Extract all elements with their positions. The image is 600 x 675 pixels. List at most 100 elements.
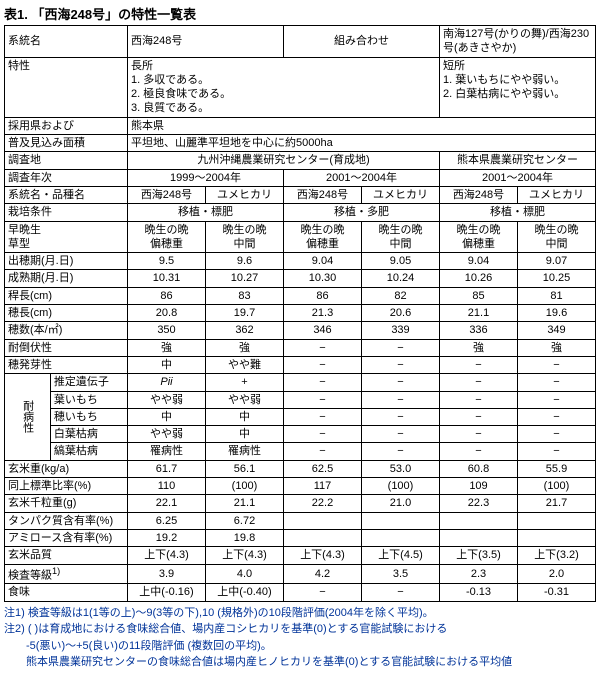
r-hoszu-d: 339 [362,322,440,339]
r-haimochi-a: やや弱 [128,391,206,408]
r-hocho-d: 20.6 [362,305,440,322]
h-genmai: 玄米重(kg/a) [5,460,128,477]
r-seijuku-c: 10.30 [284,270,362,287]
h-saiyo: 採用県および [5,117,128,134]
r-tanpaku-b: 6.72 [206,512,284,529]
r-kancho-f: 81 [518,287,596,304]
h-doujo: 同上標準比率(%) [5,478,128,495]
r-senryu-c: 22.2 [284,495,362,512]
r-hinshitsu-f: 上下(3.2) [518,547,596,564]
h-senryu: 玄米千粒重(g) [5,495,128,512]
v-joken-a: 移植・標肥 [128,204,284,221]
r-haimochi-d: − [362,391,440,408]
r-doujo-a: 110 [128,478,206,495]
r-hakuyou-e: − [440,426,518,443]
h-shokumi: 食味 [5,584,128,601]
r-genmai-f: 55.9 [518,460,596,477]
r-shokumi-f: -0.31 [518,584,596,601]
r-idenshi-d: − [362,374,440,391]
h-tokusei: 特性 [5,57,128,117]
h-kumiawase: 組み合わせ [284,26,440,58]
note-1: 注1) 検査等級は1(1等の上)～9(3等の下),10 (規格外)の10段階評価… [4,605,596,622]
chousho-1: 1. 多収である。 [131,73,436,87]
r-shussui-a: 9.5 [128,253,206,270]
r-hoszu-f: 349 [518,322,596,339]
r-senryu-d: 21.0 [362,495,440,512]
h-hakuyou: 白葉枯病 [50,426,127,443]
r-shimayake-e: − [440,443,518,460]
r-hohatsu-e: − [440,356,518,373]
r-kensa-c: 4.2 [284,564,362,584]
r-amylose-a: 19.2 [128,529,206,546]
tansho-2: 2. 白葉枯病にやや弱い。 [443,87,592,101]
r-hocho-a: 20.8 [128,305,206,322]
r-hakuyou-d: − [362,426,440,443]
r-doujo-e: 109 [440,478,518,495]
r-hohatsu-b: やや難 [206,356,284,373]
r-haimochi-e: − [440,391,518,408]
h-haimochi: 葉いもち [50,391,127,408]
h-hohatsu: 穂発芽性 [5,356,128,373]
sobon-d: 晩生の晩中間 [362,221,440,253]
r-shimayake-d: − [362,443,440,460]
h-keitou: 系統名 [5,26,128,58]
r-hoszu-c: 346 [284,322,362,339]
r-hakuyou-a: やや弱 [128,426,206,443]
r-homochi-e: − [440,408,518,425]
h-shimayake: 縞葉枯病 [50,443,127,460]
r-hinshitsu-d: 上下(4.5) [362,547,440,564]
r-idenshi-c: − [284,374,362,391]
col-d: ユメヒカリ [362,186,440,203]
r-shussui-f: 9.07 [518,253,596,270]
r-doujo-f: (100) [518,478,596,495]
r-genmai-e: 60.8 [440,460,518,477]
r-kensa-b: 4.0 [206,564,284,584]
r-hoszu-b: 362 [206,322,284,339]
r-tanpaku-f [518,512,596,529]
v-nenji-b: 2001～2004年 [284,169,440,186]
h-taitou: 耐倒伏性 [5,339,128,356]
r-idenshi-f: − [518,374,596,391]
chousho-cell: 長所 1. 多収である。 2. 極良食味である。 3. 良質である。 [128,57,440,117]
r-hocho-c: 21.3 [284,305,362,322]
r-shussui-e: 9.04 [440,253,518,270]
r-shimayake-b: 罹病性 [206,443,284,460]
r-shussui-c: 9.04 [284,253,362,270]
col-c: 西海248号 [284,186,362,203]
r-kensa-e: 2.3 [440,564,518,584]
r-homochi-d: − [362,408,440,425]
r-hohatsu-f: − [518,356,596,373]
r-shokumi-c: − [284,584,362,601]
sobon-b: 晩生の晩中間 [206,221,284,253]
r-hocho-f: 19.6 [518,305,596,322]
h-fukyu: 普及見込み面積 [5,135,128,152]
tansho-cell: 短所 1. 葉いもちにやや弱い。 2. 白葉枯病にやや弱い。 [440,57,596,117]
r-shokumi-e: -0.13 [440,584,518,601]
r-doujo-d: (100) [362,478,440,495]
r-kancho-e: 85 [440,287,518,304]
r-amylose-c [284,529,362,546]
r-hocho-e: 21.1 [440,305,518,322]
h-hinshu: 系統名・品種名 [5,186,128,203]
r-amylose-f [518,529,596,546]
r-hocho-b: 19.7 [206,305,284,322]
r-shussui-d: 9.05 [362,253,440,270]
col-f: ユメヒカリ [518,186,596,203]
r-senryu-f: 21.7 [518,495,596,512]
r-idenshi-b: + [206,374,284,391]
h-nenji: 調査年次 [5,169,128,186]
r-hinshitsu-c: 上下(4.3) [284,547,362,564]
r-shimayake-f: − [518,443,596,460]
r-taitou-f: 強 [518,339,596,356]
h-homochi: 穂いもち [50,408,127,425]
v-keitou: 西海248号 [128,26,284,58]
r-doujo-c: 117 [284,478,362,495]
r-taitou-c: − [284,339,362,356]
r-hakuyou-c: − [284,426,362,443]
v-nenji-a: 1999～2004年 [128,169,284,186]
col-b: ユメヒカリ [206,186,284,203]
note-2b: -5(悪い)～+5(良い)の11段階評価 (複数回の平均)。 [4,638,596,655]
r-tanpaku-a: 6.25 [128,512,206,529]
footnotes: 注1) 検査等級は1(1等の上)～9(3等の下),10 (規格外)の10段階評価… [4,605,596,671]
v-chousachi-a: 九州沖縄農業研究センター(育成地) [128,152,440,169]
